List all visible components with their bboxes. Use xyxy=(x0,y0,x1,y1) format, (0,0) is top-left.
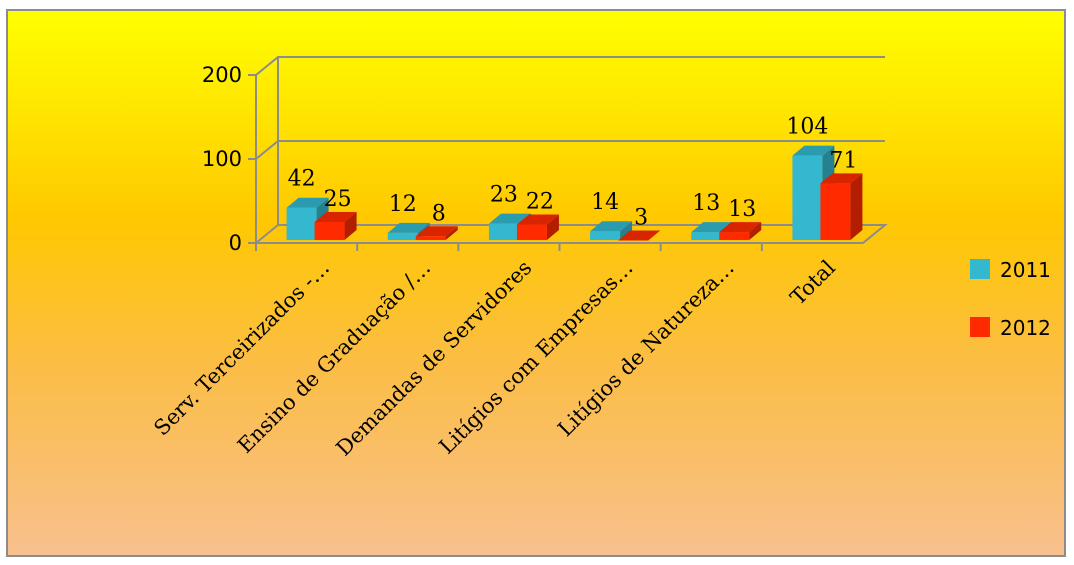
x-axis-ticks: Serv. Terceirizados -…Ensino de Graduaçã… xyxy=(149,243,840,461)
bar-front xyxy=(387,232,418,240)
bar-top xyxy=(820,173,863,184)
bar-side xyxy=(344,212,357,240)
legend-swatch-2012 xyxy=(970,317,990,337)
data-label: 8 xyxy=(432,201,446,226)
y-tick-label: 0 xyxy=(229,231,242,255)
x-tick-label: Litígios de Natureza… xyxy=(553,256,739,442)
bars xyxy=(286,145,863,241)
legend: 2011 2012 xyxy=(970,258,1051,340)
bar-top xyxy=(314,212,357,222)
bar-2012-2 xyxy=(516,214,559,240)
bar-2012-1 xyxy=(415,226,458,240)
data-label: 12 xyxy=(389,192,417,217)
bar-top xyxy=(415,226,458,237)
bar-2012-5 xyxy=(820,173,863,240)
y-tick-label: 200 xyxy=(202,63,242,87)
data-label: 14 xyxy=(591,190,619,215)
bar-front xyxy=(314,222,345,240)
data-label: 22 xyxy=(526,190,554,215)
legend-swatch-2011 xyxy=(970,259,990,279)
bar-front xyxy=(590,231,621,240)
bar-top xyxy=(387,222,430,233)
bar-front xyxy=(488,223,519,240)
legend-label-2012: 2012 xyxy=(1000,316,1051,340)
data-label: 13 xyxy=(692,191,720,216)
bar-front xyxy=(691,232,722,240)
chart-frame: 0 100 200 42 25 12 8 23 22 14 3 13 13 104 71 Serv. Te… xyxy=(6,9,1066,557)
bar-front xyxy=(286,207,317,240)
bar-top xyxy=(719,222,762,233)
bar-side xyxy=(546,214,559,240)
x-tick-label: Serv. Terceirizados -… xyxy=(149,256,334,441)
bar-front xyxy=(792,155,823,240)
bar-top xyxy=(516,214,559,225)
data-label: 23 xyxy=(490,183,518,208)
bar-side xyxy=(620,221,633,240)
bar-top xyxy=(590,221,633,232)
bar-2012-4 xyxy=(719,222,762,240)
x-tick-label: Total xyxy=(786,255,840,309)
bar-front xyxy=(820,183,851,240)
bar-top xyxy=(286,197,329,208)
data-label: 13 xyxy=(728,197,756,222)
bar-side xyxy=(850,173,863,240)
y-tick-label: 100 xyxy=(202,147,242,171)
bar-side xyxy=(749,222,762,240)
x-tick-label: Ensino de Graduação /… xyxy=(233,256,435,458)
bar-top xyxy=(618,230,661,241)
bar-front xyxy=(415,236,446,240)
bar-front xyxy=(516,224,547,240)
bar-side xyxy=(445,226,458,240)
bar-2012-3 xyxy=(618,230,661,241)
bar-2011-3 xyxy=(590,221,633,240)
data-label: 3 xyxy=(634,205,648,230)
gridlines xyxy=(255,56,885,160)
x-tick-label: Demandas de Servidores xyxy=(331,256,536,461)
y-axis-ticks: 0 100 200 xyxy=(202,63,256,255)
bar-top xyxy=(792,145,835,156)
data-label: 104 xyxy=(786,115,828,140)
x-tick-label: Litígios com Empresas… xyxy=(434,256,637,459)
gridline xyxy=(255,56,885,76)
gridline xyxy=(255,140,885,160)
bar-2012-0 xyxy=(314,212,357,240)
bar-top xyxy=(488,213,531,224)
data-label: 71 xyxy=(829,148,857,173)
data-label: 42 xyxy=(288,167,316,192)
bar-front xyxy=(719,232,750,240)
legend-label-2011: 2011 xyxy=(1000,258,1051,282)
data-label: 25 xyxy=(324,187,352,212)
